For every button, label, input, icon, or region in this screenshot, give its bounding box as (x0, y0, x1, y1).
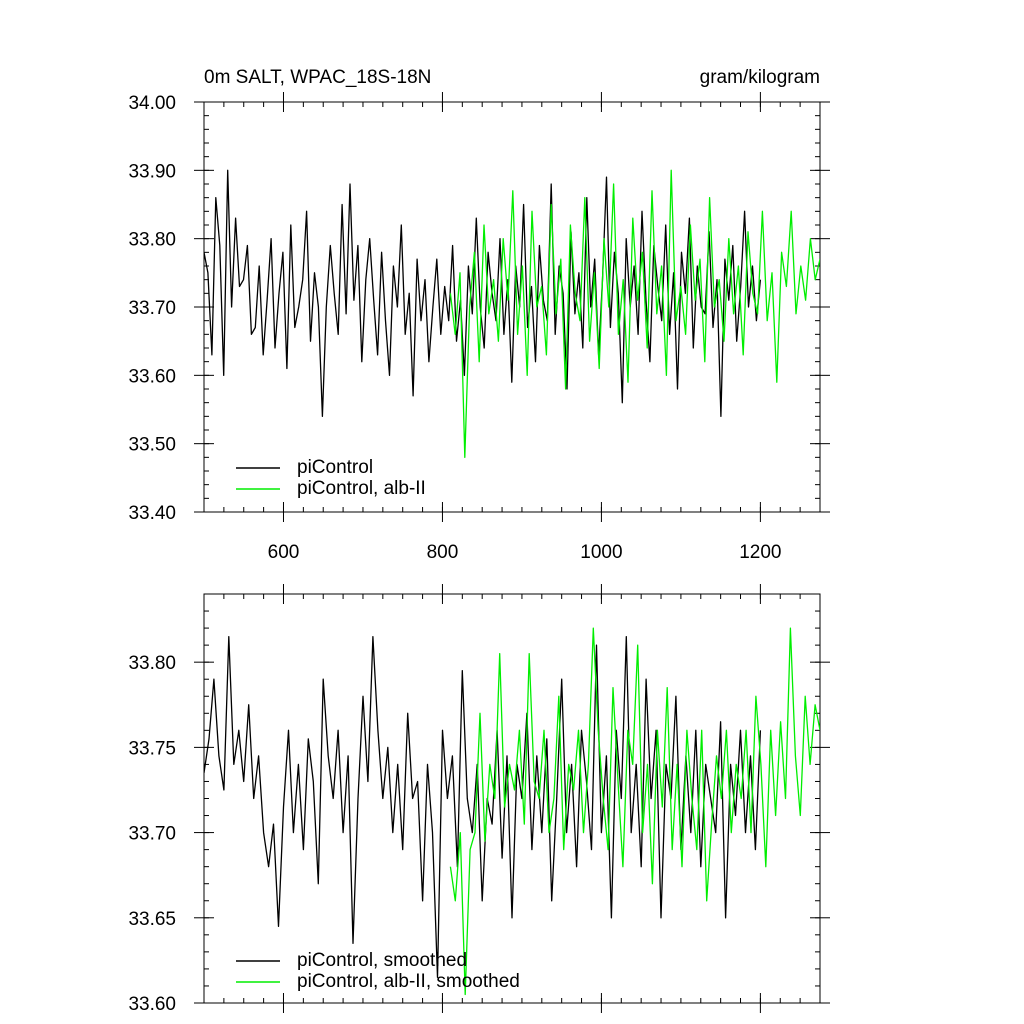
bottom-y-tick-label: 33.70 (128, 824, 176, 845)
chart-title-right: gram/kilogram (700, 67, 820, 88)
top-series-line-alb-ii (449, 169, 820, 458)
top-x-tick-label: 1000 (580, 542, 622, 563)
top-plot-frame (203, 101, 821, 513)
top-series-line-picontrol (204, 169, 762, 417)
bottom-series-line-picontrol (204, 635, 762, 979)
top-y-tick-label: 33.40 (128, 503, 176, 524)
bottom-legend-label-picontrol: piControl, smoothed (297, 950, 467, 971)
bottom-y-tick-label: 33.80 (128, 653, 176, 674)
top-y-tick-label: 34.00 (128, 93, 176, 114)
top-y-tick-label: 33.90 (128, 161, 176, 182)
top-y-tick-label: 33.50 (128, 435, 176, 456)
bottom-legend-label-alb-ii: piControl, alb-II, smoothed (297, 971, 520, 992)
top-y-tick-label: 33.70 (128, 298, 176, 319)
top-x-tick-label: 1200 (739, 542, 781, 563)
top-x-tick-label: 800 (427, 542, 459, 563)
bottom-y-tick-label: 33.65 (128, 909, 176, 930)
chart-title-left: 0m SALT, WPAC_18S-18N (204, 67, 431, 88)
top-y-tick-label: 33.80 (128, 230, 176, 251)
bottom-y-tick-label: 33.75 (128, 738, 176, 759)
top-legend-label-picontrol: piControl (297, 457, 373, 478)
bottom-panel: 33.60 33.65 33.70 33.75 33.80 piControl, smoo… (128, 584, 830, 1015)
top-legend-label-alb-ii: piControl, alb-II (297, 478, 426, 499)
top-x-tick-label: 600 (268, 542, 300, 563)
bottom-y-tick-label: 33.60 (128, 994, 176, 1015)
bottom-series-line-alb-ii (449, 627, 820, 996)
top-y-tick-label: 33.60 (128, 366, 176, 387)
top-panel: 600 800 1000 1200 33.40 33.50 33.60 33.70 33.80 3… (128, 67, 830, 563)
